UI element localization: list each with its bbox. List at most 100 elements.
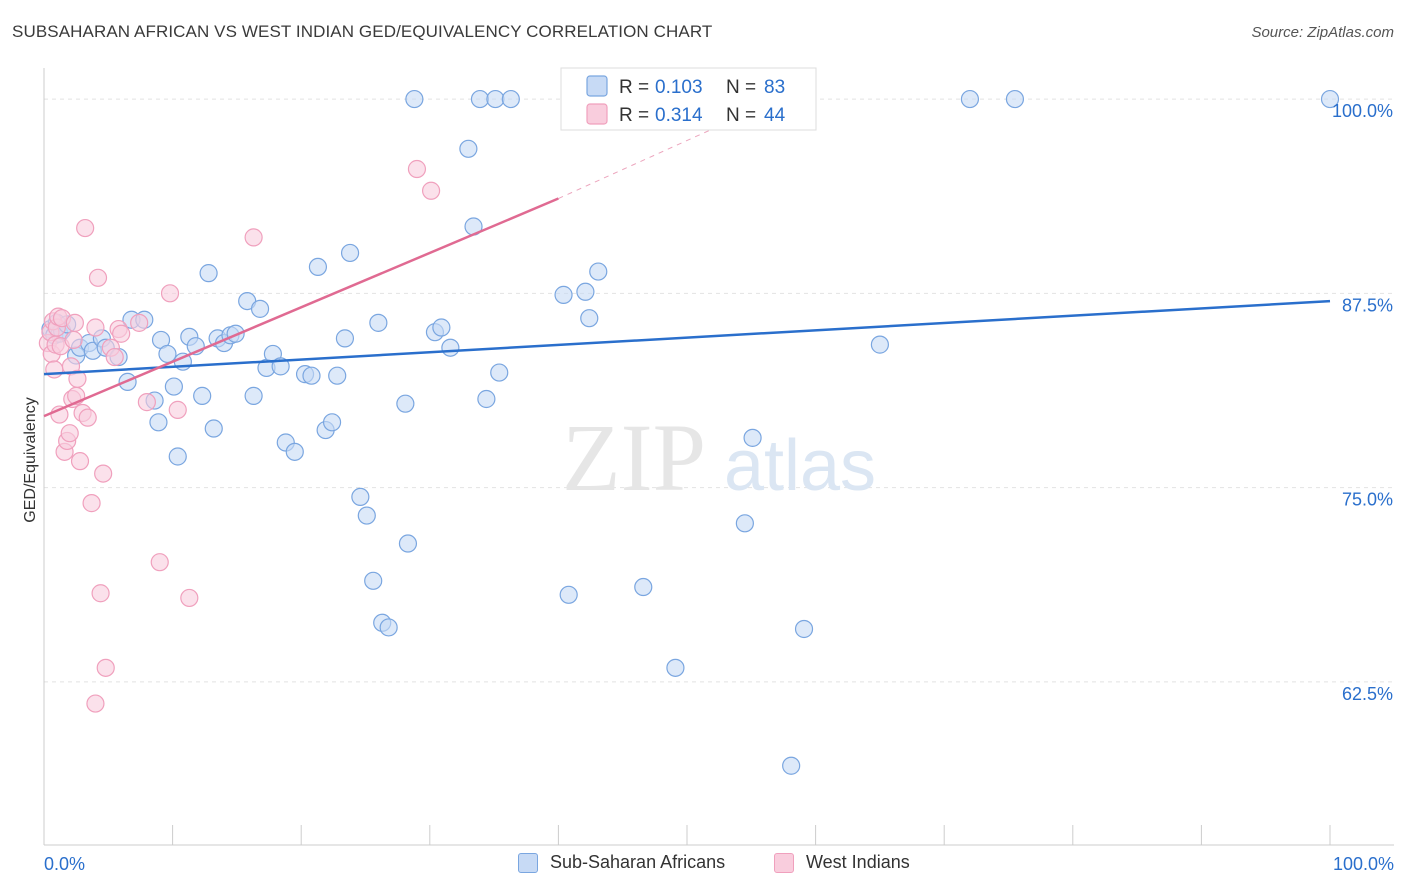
zipatlas-watermark: ZIP atlas xyxy=(562,404,876,511)
sub-saharan-point-81 xyxy=(1005,89,1025,109)
west-indian-point-29 xyxy=(96,658,115,677)
west-indian-point-28 xyxy=(94,464,113,483)
legend-swatch-pink xyxy=(774,852,794,873)
sub-saharan-point-60 xyxy=(459,139,478,158)
sub-saharan-point-34 xyxy=(250,299,270,318)
sub-saharan-point-51 xyxy=(369,313,388,332)
stats-r-value-1: 0.103 xyxy=(655,77,703,98)
sub-saharan-point-53 xyxy=(379,618,398,637)
series-west-indian-points xyxy=(38,159,441,713)
y-axis-title: GED/Equivalency xyxy=(22,397,39,522)
sub-saharan-point-78 xyxy=(794,619,814,639)
sub-saharan-point-19 xyxy=(158,344,177,364)
sub-saharan-point-26 xyxy=(199,264,218,283)
stats-n-label-1: N = xyxy=(726,77,756,98)
sub-saharan-point-39 xyxy=(285,442,304,461)
west-indian-point-17 xyxy=(65,313,84,332)
sub-saharan-point-49 xyxy=(357,506,376,525)
west-indian-point-24 xyxy=(82,494,101,513)
west-indian-point-33 xyxy=(112,324,131,343)
west-indian-point-37 xyxy=(160,284,180,303)
sub-saharan-point-70 xyxy=(580,309,599,328)
stats-r-label-2: R = xyxy=(619,105,649,126)
sub-saharan-point-75 xyxy=(735,514,754,533)
y-tick-labels: 62.5% 75.0% 87.5% 100.0% xyxy=(1332,101,1393,704)
sub-saharan-point-71 xyxy=(589,262,608,281)
west-indian-point-40 xyxy=(244,228,263,247)
stats-n-value-2: 44 xyxy=(764,105,786,126)
stats-r-value-2: 0.314 xyxy=(655,105,703,126)
sub-saharan-point-27 xyxy=(204,419,223,438)
sub-saharan-point-58 xyxy=(432,318,451,337)
west-indian-point-22 xyxy=(76,218,95,238)
sub-saharan-point-72 xyxy=(634,577,653,597)
sub-saharan-point-77 xyxy=(782,756,801,775)
sub-saharan-point-45 xyxy=(328,366,347,385)
west-indian-point-4 xyxy=(45,360,64,379)
y-tick-label-2: 87.5% xyxy=(1342,295,1393,315)
west-indian-point-42 xyxy=(421,181,441,200)
west-indian-point-23 xyxy=(78,408,97,427)
legend-west-indian[interactable]: West Indians xyxy=(774,852,910,873)
west-indian-point-43 xyxy=(86,694,105,713)
sub-saharan-point-64 xyxy=(486,89,505,109)
sub-saharan-point-41 xyxy=(302,366,321,385)
stats-swatch-pink xyxy=(586,103,608,125)
sub-saharan-point-33 xyxy=(244,386,263,405)
legend-label-sub-saharan: Sub-Saharan Africans xyxy=(550,852,726,872)
stats-r-label-1: R = xyxy=(619,77,649,98)
west-indian-point-35 xyxy=(137,393,156,412)
west-indian-point-27 xyxy=(91,584,110,603)
west-indian-point-31 xyxy=(105,347,124,367)
sub-saharan-point-21 xyxy=(168,447,187,466)
sub-saharan-point-65 xyxy=(490,363,509,382)
legend-sub-saharan[interactable]: Sub-Saharan Africans xyxy=(518,852,725,873)
x-tick-label-max: 100.0% xyxy=(1333,854,1394,874)
sub-saharan-point-82 xyxy=(1320,89,1340,109)
west-indian-point-41 xyxy=(407,159,427,179)
west-indian-point-13 xyxy=(60,424,79,443)
sub-saharan-point-17 xyxy=(149,413,168,432)
trend-line-0 xyxy=(43,299,1331,376)
trend-lines xyxy=(43,111,1331,418)
west-indian-point-25 xyxy=(86,318,105,337)
sub-saharan-point-66 xyxy=(501,89,520,109)
chart-title: SUBSAHARAN AFRICAN VS WEST INDIAN GED/EQ… xyxy=(12,22,713,41)
watermark-zip: ZIP xyxy=(562,404,706,511)
y-tick-label-1: 75.0% xyxy=(1342,490,1393,510)
stats-swatch-blue xyxy=(586,75,608,97)
sub-saharan-point-59 xyxy=(441,338,460,357)
sub-saharan-point-42 xyxy=(308,257,328,277)
sub-saharan-point-46 xyxy=(335,329,355,348)
source-label: Source: ZipAtlas.com xyxy=(1251,24,1394,41)
west-indian-point-16 xyxy=(64,330,83,350)
sub-saharan-point-20 xyxy=(164,377,183,396)
sub-saharan-point-56 xyxy=(405,89,424,109)
sub-saharan-point-44 xyxy=(322,413,342,432)
sub-saharan-point-76 xyxy=(743,428,762,447)
trend-line-1 xyxy=(43,197,559,418)
west-indian-point-19 xyxy=(68,369,87,388)
sub-saharan-point-62 xyxy=(470,89,490,109)
axes xyxy=(43,68,1394,846)
sub-saharan-point-63 xyxy=(477,389,496,409)
sub-saharan-point-79 xyxy=(870,335,890,354)
sub-saharan-point-50 xyxy=(364,571,383,590)
west-indian-point-39 xyxy=(180,588,199,608)
west-indian-point-34 xyxy=(130,313,149,332)
sub-saharan-point-47 xyxy=(340,243,360,263)
sub-saharan-point-48 xyxy=(351,487,370,507)
y-tick-label-0: 62.5% xyxy=(1342,684,1393,704)
sub-saharan-point-73 xyxy=(666,658,685,677)
sub-saharan-point-68 xyxy=(559,585,578,604)
sub-saharan-point-25 xyxy=(193,386,212,405)
x-tick-label-min: 0.0% xyxy=(44,854,85,874)
west-indian-point-26 xyxy=(88,268,108,287)
stats-legend: R = 0.103 N = 83 R = 0.314 N = 44 xyxy=(560,67,817,131)
west-indian-point-38 xyxy=(168,400,187,419)
west-indian-point-36 xyxy=(150,553,169,572)
sub-saharan-point-55 xyxy=(398,534,418,553)
sub-saharan-point-67 xyxy=(554,285,573,304)
stats-n-label-2: N = xyxy=(726,105,756,126)
sub-saharan-point-69 xyxy=(576,282,595,301)
